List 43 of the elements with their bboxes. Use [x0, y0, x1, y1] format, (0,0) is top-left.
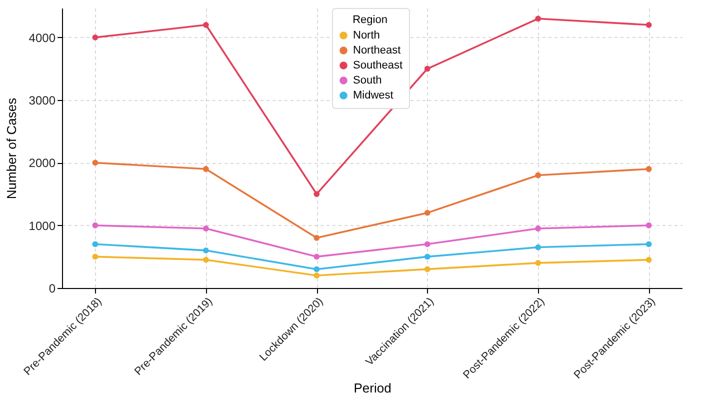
point	[424, 241, 430, 248]
y-tick-label: 3000	[28, 94, 56, 108]
point	[202, 256, 209, 263]
point	[535, 260, 542, 266]
point	[92, 254, 98, 260]
point	[535, 172, 542, 178]
y-tick-label: 0	[48, 282, 56, 296]
point	[646, 222, 652, 228]
legend-label: South	[353, 74, 382, 86]
point	[92, 241, 98, 248]
point	[202, 226, 209, 232]
point	[92, 34, 98, 40]
legend-label: Southeast	[353, 60, 403, 72]
legend-label: Midwest	[353, 90, 394, 102]
point	[424, 254, 430, 260]
point	[314, 254, 320, 260]
point	[646, 256, 652, 263]
point	[202, 166, 209, 172]
y-tick-label: 2000	[28, 156, 56, 170]
point	[314, 272, 320, 278]
x-axis-title: Period	[354, 380, 392, 396]
point	[314, 191, 320, 197]
y-tick-label: 1000	[28, 218, 56, 233]
point	[314, 266, 320, 272]
point	[646, 241, 652, 248]
point	[424, 66, 430, 72]
legend-label: North	[353, 30, 380, 42]
point	[535, 244, 542, 250]
point	[314, 234, 320, 241]
y-axis-title: Number of Cases	[4, 97, 19, 200]
point	[424, 210, 430, 216]
y-tick-label: 4000	[28, 30, 56, 45]
point	[92, 222, 98, 228]
point	[202, 22, 209, 28]
point	[646, 22, 652, 28]
point	[92, 160, 98, 166]
legend-label: Northeast	[353, 44, 401, 56]
point	[202, 247, 209, 254]
point	[424, 266, 430, 272]
point	[535, 16, 542, 22]
legend-title: Region	[352, 14, 388, 26]
point	[646, 166, 652, 172]
point	[535, 226, 542, 232]
